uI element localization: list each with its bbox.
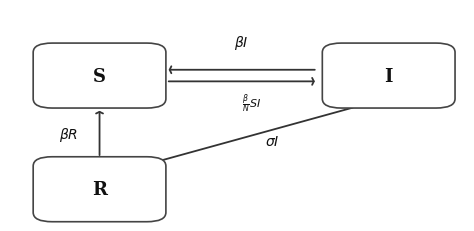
FancyBboxPatch shape (33, 157, 166, 222)
Text: $\beta I$: $\beta I$ (235, 34, 249, 52)
Text: I: I (384, 67, 393, 85)
Text: $\beta R$: $\beta R$ (59, 125, 78, 143)
Text: $\sigma I$: $\sigma I$ (265, 134, 280, 148)
Text: $\frac{\beta}{N}SI$: $\frac{\beta}{N}SI$ (242, 91, 261, 114)
Text: S: S (93, 67, 106, 85)
Text: R: R (92, 180, 107, 198)
FancyBboxPatch shape (322, 44, 455, 109)
FancyBboxPatch shape (33, 44, 166, 109)
